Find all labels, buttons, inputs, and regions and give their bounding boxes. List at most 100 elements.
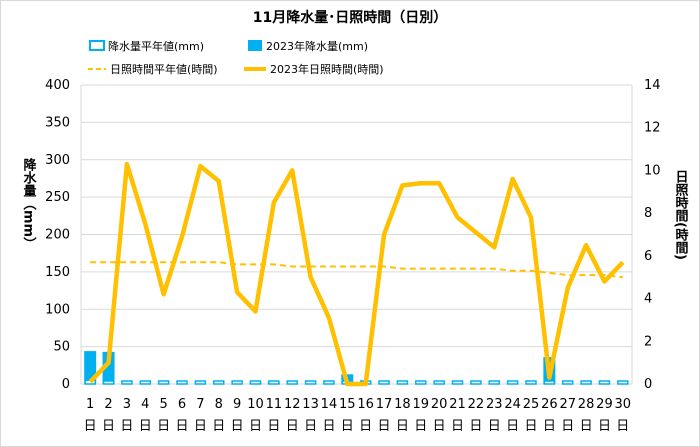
- x-tick-label: 30: [615, 397, 632, 412]
- left-axis-ticks: 0 50 100 150 200 250 300 350 400: [45, 78, 70, 392]
- x-tick-unit: 日: [322, 419, 335, 434]
- x-tick-label: 22: [468, 397, 485, 412]
- x-tick-label: 29: [596, 397, 613, 412]
- x-tick-label: 24: [504, 397, 521, 412]
- x-tick-unit: 日: [506, 419, 519, 434]
- x-tick-unit: 日: [194, 419, 207, 434]
- left-tick-label: 300: [45, 153, 70, 168]
- right-tick-label: 12: [644, 121, 661, 136]
- x-tick-label: 11: [266, 397, 283, 412]
- x-tick-label: 28: [578, 397, 595, 412]
- x-tick-unit: 日: [120, 419, 133, 434]
- x-tick-label: 20: [431, 397, 448, 412]
- x-axis-ticks: 1日2日3日4日5日6日7日8日9日10日11日12日13日14日15日16日1…: [84, 397, 631, 434]
- x-tick-unit: 日: [102, 419, 115, 434]
- bar-normal-precip: [323, 380, 335, 385]
- bar-normal-precip: [268, 380, 280, 385]
- x-tick-label: 4: [141, 397, 149, 412]
- right-tick-label: 2: [644, 334, 652, 349]
- bar-normal-precip: [396, 380, 409, 385]
- legend: 降水量平年値(mm) 2023年降水量(mm) 日照時間平年値(時間) 2023年日照…: [88, 39, 384, 76]
- legend-label-normal-sunshine: 日照時間平年値(時間): [110, 62, 218, 76]
- bar-normal-precip: [470, 380, 482, 385]
- x-tick-unit: 日: [157, 419, 170, 434]
- x-tick-unit: 日: [469, 419, 482, 434]
- right-tick-label: 0: [644, 377, 652, 392]
- bar-2023-precip: [102, 351, 115, 384]
- legend-label-2023-sunshine: 2023年日照時間(時間): [270, 62, 384, 76]
- bar-normal-precip: [213, 380, 225, 385]
- chart-title: 11月降水量･日照時間（日別）: [253, 9, 447, 26]
- left-tick-label: 400: [45, 78, 70, 93]
- x-tick-label: 13: [302, 397, 319, 412]
- bar-normal-precip: [598, 380, 611, 385]
- right-tick-label: 14: [644, 78, 661, 93]
- x-tick-label: 27: [559, 397, 576, 412]
- bar-normal-precip: [304, 380, 317, 385]
- left-axis-title: 降水量（mm）: [21, 157, 38, 250]
- bar-normal-precip: [231, 380, 243, 385]
- x-tick-unit: 日: [543, 419, 556, 434]
- x-tick-label: 21: [449, 397, 466, 412]
- bar-normal-precip: [488, 380, 500, 385]
- x-tick-unit: 日: [561, 419, 574, 434]
- bar-normal-precip: [157, 380, 170, 385]
- bar-normal-precip: [543, 380, 556, 385]
- x-tick-unit: 日: [524, 419, 537, 434]
- bar-normal-precip: [506, 380, 519, 385]
- right-tick-label: 4: [644, 292, 652, 307]
- bar-normal-precip: [286, 380, 298, 385]
- right-axis-ticks: 0 2 4 6 8 10 12 14: [644, 78, 661, 392]
- left-tick-label: 150: [45, 265, 70, 280]
- x-tick-unit: 日: [378, 419, 391, 434]
- x-tick-unit: 日: [249, 419, 262, 434]
- left-tick-label: 100: [45, 302, 70, 317]
- x-tick-unit: 日: [433, 419, 446, 434]
- x-tick-label: 3: [123, 397, 131, 412]
- x-tick-unit: 日: [359, 419, 372, 434]
- left-tick-label: 250: [45, 190, 70, 205]
- x-tick-unit: 日: [212, 419, 225, 434]
- x-tick-label: 26: [541, 397, 558, 412]
- x-tick-unit: 日: [84, 419, 97, 434]
- left-tick-label: 350: [45, 115, 70, 130]
- right-tick-label: 10: [644, 163, 661, 178]
- x-tick-label: 10: [247, 397, 264, 412]
- x-tick-unit: 日: [341, 419, 354, 434]
- x-tick-label: 16: [357, 397, 374, 412]
- x-tick-label: 6: [178, 397, 186, 412]
- bar-normal-precip: [139, 380, 152, 385]
- bar-normal-precip: [102, 380, 115, 385]
- x-tick-unit: 日: [304, 419, 317, 434]
- x-tick-label: 19: [413, 397, 430, 412]
- lines: [88, 161, 625, 387]
- bar-normal-precip: [451, 380, 464, 385]
- x-tick-unit: 日: [396, 419, 409, 434]
- x-tick-label: 8: [215, 397, 223, 412]
- legend-label-normal-precip: 降水量平年値(mm): [108, 39, 204, 53]
- bar-normal-precip: [176, 380, 188, 385]
- x-tick-label: 1: [86, 397, 94, 412]
- legend-label-2023-precip: 2023年降水量(mm): [266, 39, 368, 53]
- x-tick-label: 17: [376, 397, 393, 412]
- x-tick-unit: 日: [231, 419, 244, 434]
- x-tick-label: 18: [394, 397, 411, 412]
- bar-normal-precip: [433, 380, 445, 385]
- x-tick-label: 15: [339, 397, 356, 412]
- left-tick-label: 50: [53, 340, 70, 355]
- bar-normal-precip: [580, 380, 592, 385]
- x-tick-label: 9: [233, 397, 241, 412]
- x-tick-unit: 日: [176, 419, 189, 434]
- x-tick-unit: 日: [286, 419, 299, 434]
- line-normal-sunshine: [90, 261, 623, 279]
- bar-normal-precip: [525, 380, 537, 385]
- legend-swatch-2023-precip: [248, 40, 262, 51]
- bar-normal-precip: [561, 380, 574, 385]
- bar-normal-precip: [249, 380, 262, 385]
- bar-normal-precip: [617, 380, 629, 385]
- x-tick-unit: 日: [139, 419, 152, 434]
- x-tick-label: 23: [486, 397, 503, 412]
- x-tick-label: 2: [104, 397, 112, 412]
- x-tick-label: 25: [523, 397, 540, 412]
